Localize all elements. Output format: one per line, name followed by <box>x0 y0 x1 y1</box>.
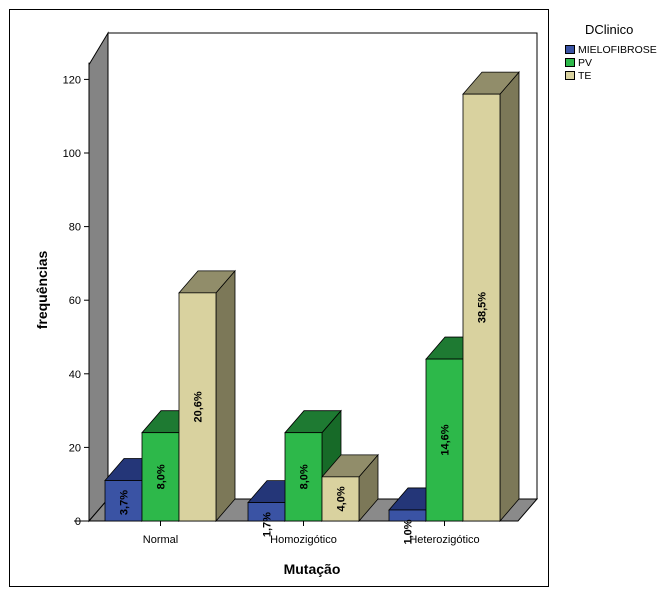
y-tick-label-120: 120 <box>63 74 81 86</box>
data-label-te-1: 4,0% <box>336 486 348 511</box>
data-label-te-2: 38,5% <box>477 292 489 323</box>
legend: DClinico MIELOFIBROSE PV TE <box>565 22 665 82</box>
legend-swatch-pv <box>565 58 575 67</box>
bar-side-te-2 <box>499 71 520 523</box>
x-tick-label-2: Heterozigótico <box>409 534 479 546</box>
bar-mielofibrose-0 <box>104 480 143 522</box>
y-tick-label-100: 100 <box>63 148 81 160</box>
x-tick-label-1: Homozigótico <box>270 534 337 546</box>
x-tick-label-0: Normal <box>143 534 178 546</box>
y-axis-title: frequências <box>34 250 50 329</box>
bar-side-te-0 <box>215 269 236 523</box>
y-tick-label-40: 40 <box>69 369 81 381</box>
data-label-pv-2: 14,6% <box>440 424 452 455</box>
bar-pv-1 <box>284 432 323 522</box>
legend-swatch-te <box>565 71 575 80</box>
y-tick-label-60: 60 <box>69 295 81 307</box>
legend-title: DClinico <box>585 22 634 37</box>
legend-item-te: TE <box>565 69 665 82</box>
data-label-pv-1: 8,0% <box>299 464 311 489</box>
data-label-mielofibrose-1: 1,7% <box>262 512 274 537</box>
bar-mielofibrose-2 <box>388 509 427 522</box>
y-tick-label-80: 80 <box>69 222 81 234</box>
legend-item-pv: PV <box>565 56 665 69</box>
x-axis-title: Mutação <box>284 561 341 577</box>
y-tick-label-20: 20 <box>69 442 81 454</box>
data-label-pv-0: 8,0% <box>156 464 168 489</box>
legend-swatch-mielofibrose <box>565 45 575 54</box>
legend-label-pv: PV <box>578 56 593 69</box>
bar-pv-2 <box>425 358 464 522</box>
data-label-te-0: 20,6% <box>193 391 205 422</box>
bar-te-0 <box>178 292 217 522</box>
chart-side-wall <box>88 31 109 523</box>
bar-pv-0 <box>141 432 180 522</box>
legend-label-te: TE <box>578 69 592 82</box>
y-tick-label-0: 0 <box>75 516 81 528</box>
bar-te-2 <box>462 93 501 522</box>
data-label-mielofibrose-2: 1,0% <box>403 519 415 544</box>
data-label-mielofibrose-0: 3,7% <box>119 490 131 515</box>
legend-item-mielofibrose: MIELOFIBROSE <box>565 43 665 56</box>
bar-te-1 <box>321 476 360 522</box>
legend-label-mielofibrose: MIELOFIBROSE <box>578 43 657 56</box>
